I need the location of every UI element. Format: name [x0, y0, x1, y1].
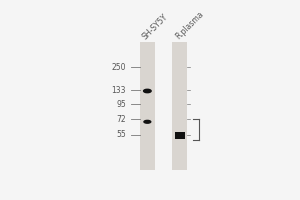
- Bar: [140, 42, 155, 170]
- Ellipse shape: [144, 120, 151, 123]
- Text: 250: 250: [111, 63, 126, 72]
- Text: SH-SY5Y: SH-SY5Y: [141, 12, 170, 41]
- Text: 95: 95: [116, 100, 126, 109]
- Text: 55: 55: [116, 130, 126, 139]
- Text: R.plasma: R.plasma: [173, 9, 205, 41]
- Text: 133: 133: [111, 86, 126, 95]
- Text: 72: 72: [116, 115, 126, 124]
- Bar: [172, 42, 188, 170]
- Ellipse shape: [144, 89, 151, 93]
- Bar: [175, 132, 185, 139]
